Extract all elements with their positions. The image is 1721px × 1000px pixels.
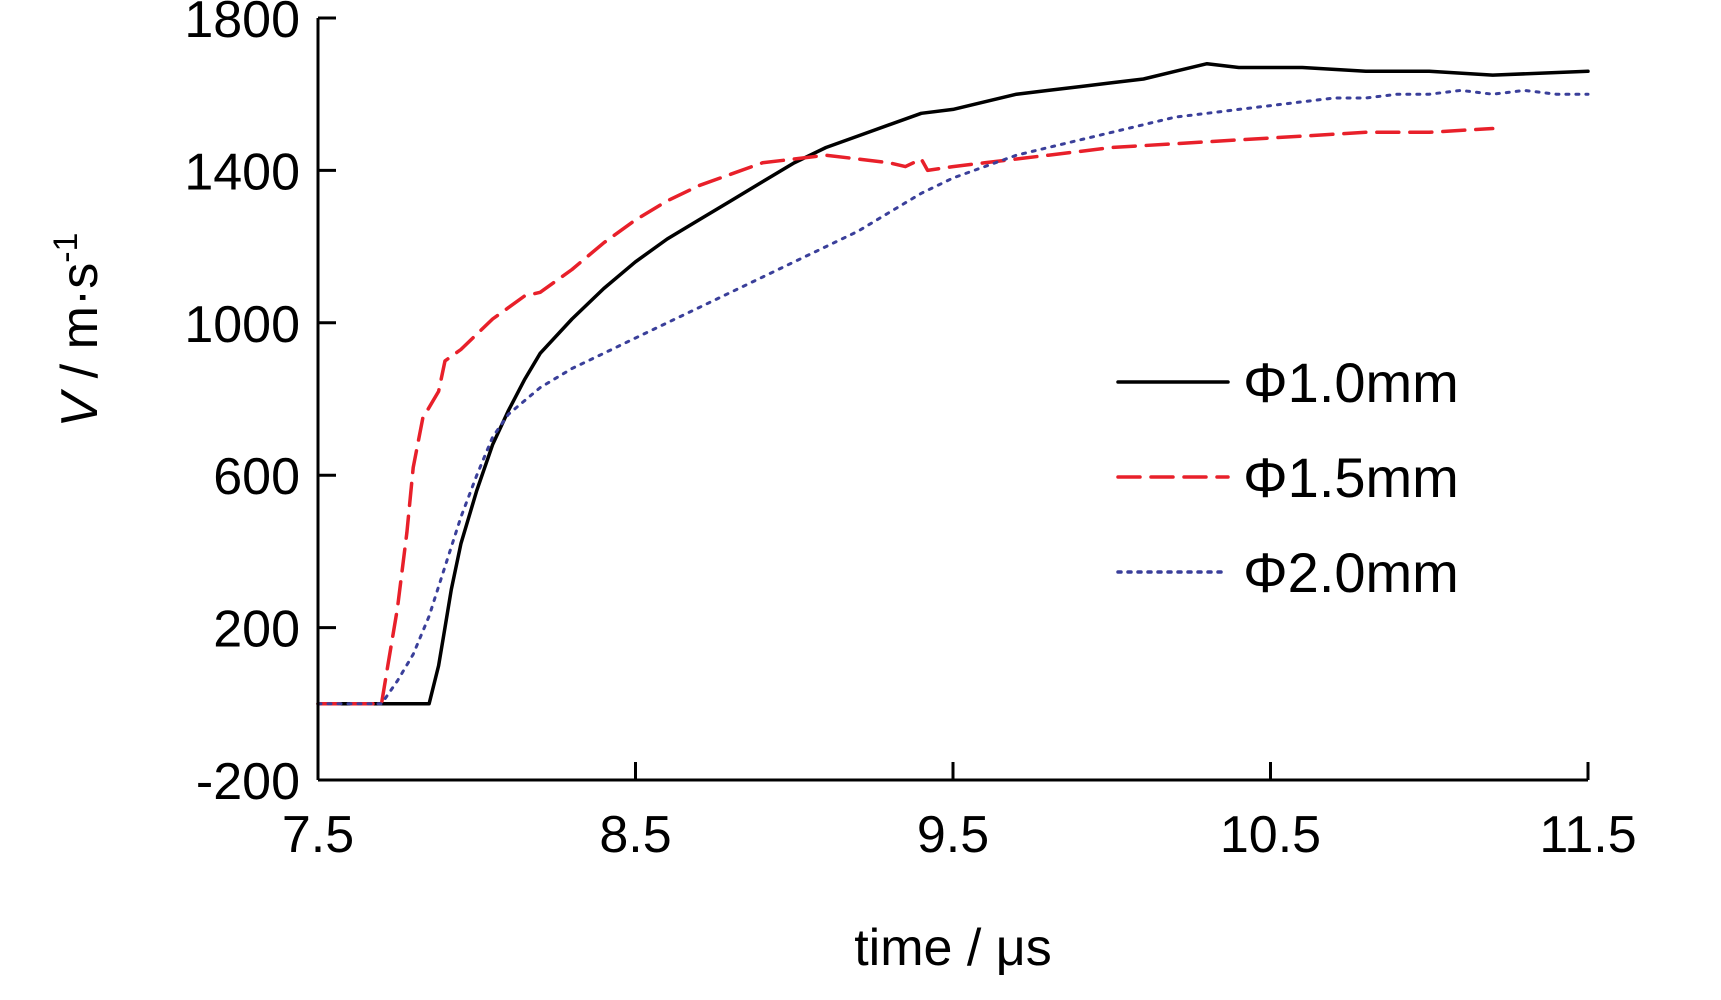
y-tick-label: 1800 bbox=[184, 0, 300, 49]
x-tick-label: 7.5 bbox=[282, 806, 354, 864]
y-tick-label: 600 bbox=[213, 448, 300, 506]
x-tick-label: 8.5 bbox=[599, 806, 671, 864]
legend: Φ1.0mm Φ1.5mm Φ2.0mm bbox=[1116, 351, 1459, 604]
series-line-1 bbox=[316, 61, 1590, 706]
y-axis-exponent: -1 bbox=[47, 233, 85, 263]
legend-label-3: Φ2.0mm bbox=[1243, 541, 1459, 604]
y-tick-label: 1400 bbox=[184, 143, 300, 201]
x-tick-label: 10.5 bbox=[1220, 806, 1321, 864]
series-line-2 bbox=[316, 126, 1495, 706]
x-tick-label: 11.5 bbox=[1539, 806, 1636, 864]
y-tick-label: 200 bbox=[213, 601, 300, 659]
x-tick-label: 9.5 bbox=[917, 806, 989, 864]
series-layer bbox=[316, 61, 1590, 706]
y-axis-unit: / m·s bbox=[51, 263, 109, 393]
y-axis-symbol: V bbox=[51, 388, 109, 427]
y-tick-label: 1000 bbox=[184, 296, 300, 354]
ticks-layer: 7.5 8.5 9.5 10.5 11.5 -200 200 600 1000 1400 1800 bbox=[184, 0, 1636, 864]
y-axis-title: V / m·s-1 bbox=[47, 233, 109, 428]
series-line-3 bbox=[316, 88, 1590, 706]
legend-label-1: Φ1.0mm bbox=[1243, 351, 1459, 414]
legend-label-2: Φ1.5mm bbox=[1243, 446, 1459, 509]
y-tick-label: -200 bbox=[196, 753, 300, 811]
x-axis-title: time / μs bbox=[854, 919, 1052, 977]
